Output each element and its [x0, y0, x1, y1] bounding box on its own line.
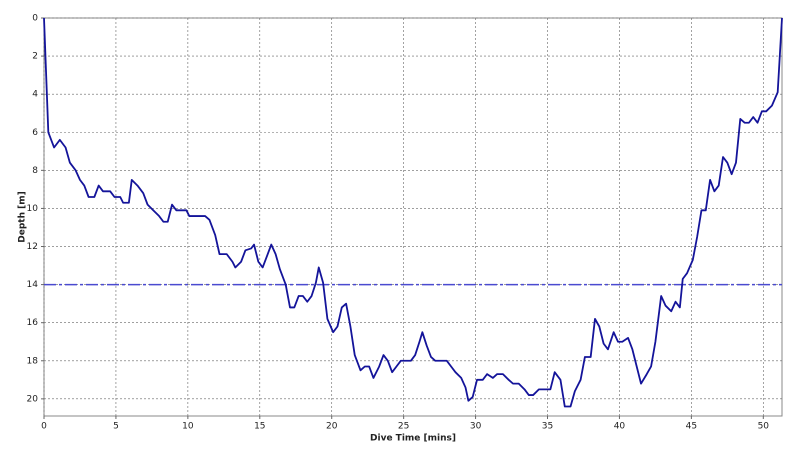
x-tick-label: 35	[542, 422, 553, 432]
x-tick-label: 5	[113, 422, 119, 432]
y-tick-label: 10	[27, 204, 39, 214]
y-tick-label: 6	[32, 128, 38, 138]
x-tick-label: 0	[41, 422, 47, 432]
y-tick-label: 16	[27, 318, 39, 328]
x-tick-label: 15	[254, 422, 265, 432]
x-axis-label: Dive Time [mins]	[370, 434, 456, 444]
x-tick-label: 10	[182, 422, 194, 432]
y-tick-label: 18	[27, 356, 39, 366]
y-tick-label: 2	[32, 52, 38, 62]
y-axis-label: Depth [m]	[18, 191, 28, 242]
y-tick-label: 4	[32, 90, 38, 100]
y-tick-label: 14	[27, 280, 39, 290]
x-tick-label: 40	[614, 422, 626, 432]
x-tick-label: 50	[758, 422, 770, 432]
x-tick-label: 30	[470, 422, 482, 432]
x-tick-label: 45	[686, 422, 697, 432]
plot-area	[43, 17, 783, 417]
y-tick-label: 0	[32, 14, 38, 24]
y-tick-label: 12	[27, 242, 38, 252]
x-tick-label: 20	[326, 422, 338, 432]
depth-line	[43, 17, 783, 408]
x-tick-label: 25	[398, 422, 409, 432]
y-tick-label: 20	[27, 394, 39, 404]
y-tick-label: 8	[32, 166, 38, 176]
